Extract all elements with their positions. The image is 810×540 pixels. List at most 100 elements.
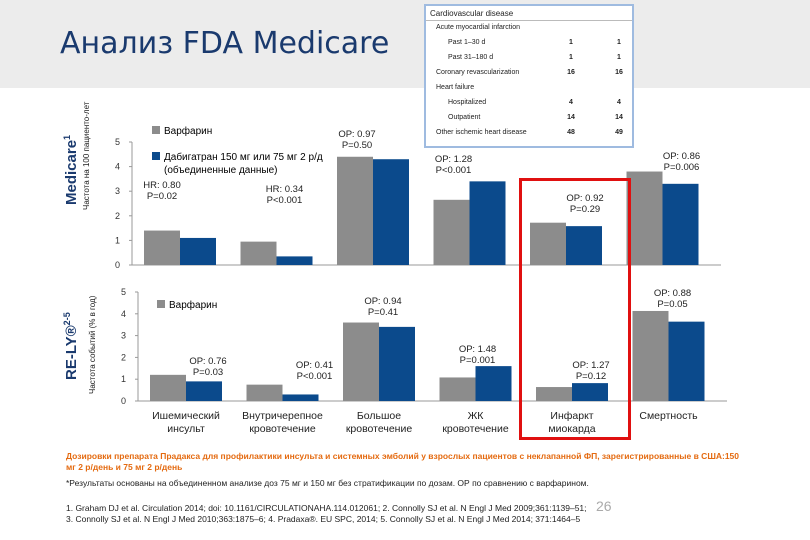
bar-dabigatran	[662, 183, 699, 265]
bar-dabigatran	[276, 256, 313, 265]
bar-dabigatran	[373, 159, 409, 265]
inset-row-label: Past 31–180 d	[448, 54, 494, 61]
inset-row-value: 4	[617, 99, 621, 106]
inset-row-label: Outpatient	[448, 114, 481, 121]
bar-warfarin	[343, 322, 379, 401]
inset-row-value: 1	[569, 39, 573, 46]
bar-warfarin	[240, 241, 277, 265]
inset-row-label: Heart failure	[436, 84, 475, 91]
bar-warfarin	[439, 377, 476, 401]
y-tick-label: 1	[115, 235, 120, 245]
inset-row-label: Other ischemic heart disease	[436, 129, 527, 136]
y-tick-label: 5	[121, 287, 126, 297]
annotation-text: HR: 0.34	[266, 184, 304, 195]
footer-refs-line2: 3. Connolly SJ et al. N Engl J Med 2010;…	[66, 514, 581, 524]
annotation-text: ОР: 0.41	[296, 360, 333, 371]
page-title: Анализ FDA Medicare	[60, 26, 390, 61]
annotation-text: P=0.006	[664, 162, 700, 173]
category-label: кровотечение	[346, 423, 412, 435]
inset-row-label: Hospitalized	[448, 99, 487, 106]
y-tick-label: 2	[121, 352, 126, 362]
inset-row-label: Past 1–30 d	[448, 39, 486, 46]
inset-row-value: 48	[567, 129, 575, 136]
inset-row-value: 1	[569, 54, 573, 61]
bar-dabigatran	[186, 381, 222, 401]
y-tick-label: 0	[121, 396, 126, 406]
bar-dabigatran	[572, 383, 608, 401]
category-label: Внутричерепное	[242, 410, 323, 422]
inset-row-value: 1	[617, 54, 621, 61]
annotation-text: ОР: 0.92	[566, 193, 603, 204]
y-tick-label: 3	[115, 186, 120, 196]
bar-warfarin	[144, 230, 180, 265]
inset-row-value: 14	[567, 114, 575, 121]
legend-dabigatran-line2: (объединенные данные)	[164, 164, 277, 176]
annotation-text: ОР: 1.27	[572, 360, 609, 371]
legend-warfarin-swatch-bottom	[157, 300, 165, 308]
annotation-text: P=0.29	[570, 204, 600, 215]
bar-warfarin	[632, 310, 669, 401]
bar-warfarin	[530, 222, 566, 265]
bar-warfarin	[246, 384, 283, 401]
category-label: ЖК	[468, 410, 485, 422]
page-number: 26	[596, 498, 612, 514]
legends: Варфарин Дабигатран 150 мг или 75 мг 2 р…	[152, 125, 323, 311]
bar-dabigatran	[668, 321, 705, 401]
legend-warfarin-bottom: Варфарин	[169, 299, 217, 311]
highlight-box-mi	[519, 178, 631, 440]
inset-header: Cardiovascular disease	[430, 9, 514, 18]
y-tick-label: 4	[115, 162, 120, 172]
legend-dabigatran-swatch	[152, 152, 160, 160]
bar-dabigatran	[282, 394, 319, 401]
annotation-text: P=0.41	[368, 307, 398, 318]
category-label: кровотечение	[249, 423, 315, 435]
y-tick-label: 4	[121, 309, 126, 319]
inset-row-label: Acute myocardial infarction	[436, 24, 521, 31]
y-tick-label: 1	[121, 374, 126, 384]
bar-dabigatran	[180, 237, 216, 265]
category-label: кровотечение	[442, 423, 508, 435]
inset-row-value: 14	[615, 114, 623, 121]
legend-dabigatran-line1: Дабигатран 150 мг или 75 мг 2 р/д	[164, 151, 323, 163]
inset-row-value: 4	[569, 99, 573, 106]
annotation-text: P=0.05	[657, 299, 687, 310]
bar-dabigatran	[475, 366, 512, 401]
legend-warfarin-top: Варфарин	[164, 125, 212, 137]
annotation-text: P=0.03	[193, 367, 223, 378]
category-label: Ишемический	[152, 410, 220, 422]
annotation-text: P=0.001	[460, 355, 496, 366]
footer-refs: 1. Graham DJ et al. Circulation 2014; do…	[66, 503, 746, 525]
category-label: миокарда	[548, 423, 595, 435]
footer-note: *Результаты основаны на объединенном ана…	[66, 478, 589, 488]
bar-warfarin	[536, 387, 572, 401]
annotation-text: ОР: 1.48	[459, 344, 496, 355]
annotation-text: ОР: 0.97	[338, 129, 375, 140]
bar-dabigatran	[566, 226, 602, 265]
category-label: Большое	[357, 410, 401, 422]
category-label: Инфаркт	[550, 410, 593, 422]
rely-chart: 0 1 2 3 4 5 ОР: 0.76P=0.03 ОР: 0.41P<0.001 ОР: 0…	[121, 287, 727, 406]
annotation-text: HR: 0.80	[143, 180, 181, 191]
category-labels: ИшемическийинсультВнутричерепноекровотеч…	[152, 410, 698, 435]
inset-row-value: 1	[617, 39, 621, 46]
inset-divider	[426, 20, 632, 21]
annotation-text: P=0.12	[576, 371, 606, 382]
inset-table: Cardiovascular disease Acute myocardial …	[424, 4, 634, 148]
y-tick-label: 0	[115, 260, 120, 270]
bar-warfarin	[150, 374, 186, 401]
y-tick-label: 2	[115, 211, 120, 221]
y-tick-label: 3	[121, 331, 126, 341]
inset-row-value: 16	[567, 69, 575, 76]
bar-dabigatran	[379, 326, 415, 401]
annotation-text: ОР: 1.28	[435, 154, 472, 165]
footer-refs-line1: 1. Graham DJ et al. Circulation 2014; do…	[66, 503, 587, 513]
footer-dosage: Дозировки препарата Прадакса для профила…	[66, 451, 740, 472]
annotation-text: ОР: 0.86	[663, 151, 700, 162]
header-band	[0, 0, 810, 88]
legend-warfarin-swatch-top	[152, 126, 160, 134]
annotation-text: ОР: 0.94	[364, 296, 401, 307]
annotation-text: P=0.50	[342, 140, 372, 151]
annotation-text: ОР: 0.88	[654, 288, 691, 299]
